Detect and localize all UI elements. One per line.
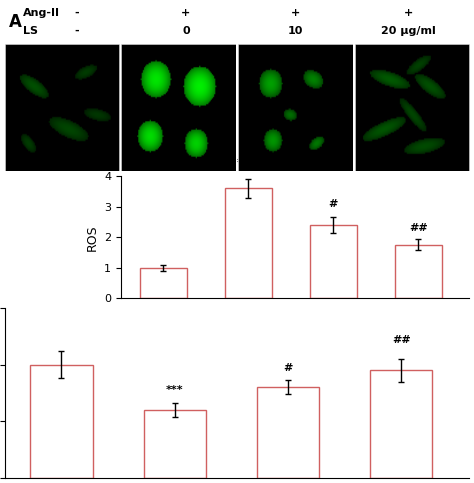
Text: +: + bbox=[244, 311, 253, 321]
Text: -: - bbox=[74, 8, 79, 17]
Bar bbox=[395, 245, 442, 298]
Bar bbox=[370, 370, 432, 478]
Text: 0: 0 bbox=[182, 26, 190, 36]
Text: ##: ## bbox=[392, 335, 410, 345]
Bar bbox=[225, 188, 272, 298]
Text: -: - bbox=[161, 325, 166, 335]
Text: +: + bbox=[414, 311, 423, 321]
Text: 20 μg/ml: 20 μg/ml bbox=[382, 26, 436, 36]
Bar bbox=[257, 387, 319, 478]
Bar bbox=[310, 225, 356, 298]
Text: Ang-II: Ang-II bbox=[23, 8, 60, 17]
Y-axis label: ROS: ROS bbox=[85, 224, 99, 251]
Bar bbox=[30, 365, 92, 478]
Text: +: + bbox=[181, 8, 191, 17]
Text: LS: LS bbox=[89, 325, 104, 335]
Text: +: + bbox=[291, 8, 300, 17]
Text: +: + bbox=[328, 311, 338, 321]
Text: A: A bbox=[9, 13, 22, 31]
Text: 20 μg/ml: 20 μg/ml bbox=[391, 325, 446, 335]
Bar bbox=[144, 410, 206, 478]
Bar bbox=[140, 268, 187, 298]
Text: ***: *** bbox=[166, 385, 183, 395]
Text: #: # bbox=[328, 199, 338, 209]
Text: 10: 10 bbox=[326, 325, 341, 335]
Text: 0: 0 bbox=[245, 325, 252, 335]
Text: +: + bbox=[404, 8, 413, 17]
Text: LS: LS bbox=[23, 26, 38, 36]
Text: -: - bbox=[161, 311, 166, 321]
Text: Ang-II: Ang-II bbox=[67, 311, 104, 321]
Text: 10: 10 bbox=[287, 26, 303, 36]
Text: -: - bbox=[74, 26, 79, 36]
Text: ****: **** bbox=[237, 158, 260, 168]
Text: #: # bbox=[283, 363, 292, 372]
Text: ##: ## bbox=[409, 223, 428, 233]
